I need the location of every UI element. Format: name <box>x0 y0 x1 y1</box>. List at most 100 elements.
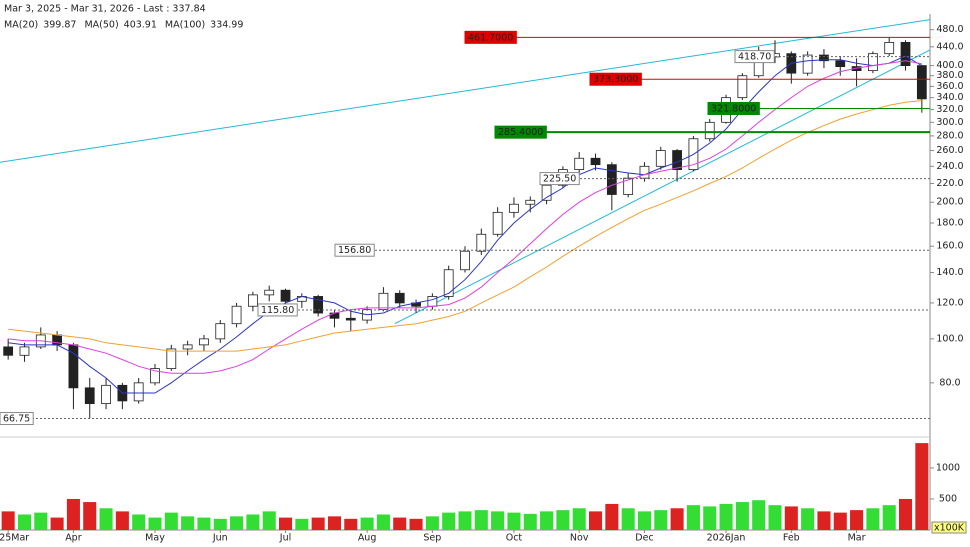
legend-value: 403.91 <box>124 20 157 31</box>
level-box <box>734 50 775 64</box>
candle-body <box>182 344 193 350</box>
volume-bar <box>425 516 439 530</box>
candle-body <box>492 211 503 235</box>
x-tick-label: 2026Jan <box>707 533 746 544</box>
candle-body <box>443 269 454 297</box>
volume-bar <box>523 513 537 530</box>
volume-bar <box>164 512 178 530</box>
x-tick-label: May <box>145 533 165 544</box>
volume-bar <box>409 518 423 530</box>
level-box <box>464 30 517 44</box>
y-tick-label: 1000 <box>936 462 960 473</box>
level-label: 373.3000 <box>593 74 638 85</box>
y-tick-label: 200.0 <box>936 197 963 208</box>
candle-body <box>672 150 682 171</box>
legend-label: MA(50) <box>84 20 118 31</box>
candle-body <box>835 60 846 68</box>
level-label: 461.7000 <box>468 32 513 43</box>
candle-body <box>541 184 552 201</box>
volume-bar <box>360 517 374 530</box>
y-tick-label: 140.0 <box>936 267 963 278</box>
candle-body <box>215 323 226 340</box>
legend-value: 399.87 <box>43 20 76 31</box>
level-box <box>707 101 760 115</box>
y-tick-label: 80.0 <box>939 377 960 388</box>
y-tick-label: 160.0 <box>936 241 963 252</box>
volume-bar <box>17 514 31 530</box>
candle-body <box>231 305 242 325</box>
y-tick-label: 300.0 <box>936 117 963 128</box>
volume-bar <box>768 505 782 530</box>
volume-bar <box>197 517 211 530</box>
volume-bar <box>279 517 293 530</box>
volume-bar <box>246 514 260 530</box>
x-tick-label: Jun <box>212 533 228 544</box>
volume-bar <box>115 511 129 530</box>
candle-body <box>84 387 95 405</box>
volume-bar <box>474 510 488 530</box>
candle-body <box>574 157 585 171</box>
volume-bar <box>50 517 64 530</box>
y-tick-label: 220.0 <box>936 178 963 189</box>
volume-bar <box>605 503 619 530</box>
level-label: 66.75 <box>3 414 30 425</box>
y-tick-label: 280.0 <box>936 130 963 141</box>
volume-bar <box>654 510 668 530</box>
volume-bar <box>882 505 896 530</box>
candle-body <box>525 199 536 205</box>
ma-line <box>8 100 922 352</box>
volume-bar <box>344 518 358 530</box>
level-box <box>494 125 547 139</box>
volume-bar <box>66 498 80 530</box>
volume-bar <box>83 502 97 530</box>
volume-bar <box>295 518 309 530</box>
y-tick-label: 400.0 <box>936 60 963 71</box>
candle-body <box>655 150 666 167</box>
volume-bar <box>784 506 798 530</box>
level-box <box>334 243 375 257</box>
candle-body <box>916 65 927 100</box>
y-tick-label: 180.0 <box>936 218 963 229</box>
y-tick-label: 240.0 <box>936 161 963 172</box>
volume-bar <box>637 511 651 530</box>
volume-bar <box>376 514 390 530</box>
level-label: 115.80 <box>261 305 294 316</box>
volume-bar <box>327 516 341 530</box>
y-tick-label: 120.0 <box>936 297 963 308</box>
volume-bar <box>34 512 48 530</box>
candle-body <box>3 346 14 356</box>
y-tick-label: 100.0 <box>936 333 963 344</box>
candle-body <box>166 348 177 369</box>
unit-box <box>931 521 967 534</box>
volume-bar <box>735 502 749 530</box>
x-tick-label: Sep <box>423 533 441 544</box>
legend-value: 334.99 <box>210 20 243 31</box>
volume-bar <box>801 508 815 530</box>
level-box <box>0 412 34 426</box>
y-tick-label: 260.0 <box>936 145 963 156</box>
candle-body <box>329 312 340 319</box>
volume-bar <box>833 512 847 530</box>
candle-body <box>394 292 405 304</box>
volume-bar <box>817 511 831 530</box>
volume-bar <box>752 500 766 530</box>
candle-body <box>900 41 911 67</box>
y-tick-label: 500 <box>939 493 957 504</box>
y-tick-label: 480.0 <box>936 24 963 35</box>
volume-bar <box>181 516 195 530</box>
volume-bar <box>703 506 717 530</box>
volume-bar <box>1 511 15 530</box>
volume-bar <box>719 503 733 530</box>
level-box <box>589 72 642 86</box>
level-label: 225.50 <box>543 174 576 185</box>
candle-body <box>248 294 258 307</box>
x-tick-label: Oct <box>506 533 523 544</box>
x-tick-label: Dec <box>635 533 653 544</box>
volume-bar <box>589 511 603 530</box>
candle-body <box>639 165 650 179</box>
x-tick-label: 2025Mar <box>0 533 29 544</box>
level-label: 418.70 <box>738 52 771 63</box>
candle-body <box>884 41 895 55</box>
volume-bar <box>686 505 700 530</box>
